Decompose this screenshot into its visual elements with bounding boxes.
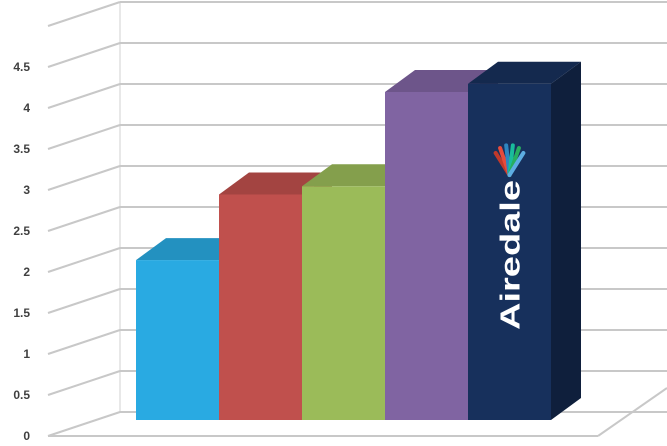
bar-top	[468, 61, 581, 84]
y-tick-label: 0.5	[13, 388, 30, 402]
bar-front	[385, 92, 468, 420]
bar-front	[136, 260, 219, 420]
gridline-diagonal	[47, 370, 121, 396]
gridline-diagonal	[47, 329, 121, 355]
bars	[136, 61, 581, 421]
y-tick-label: 3.5	[13, 142, 30, 156]
gridline-diagonal	[47, 165, 121, 191]
bar-front	[302, 186, 385, 420]
logo-group: Airedale	[493, 143, 526, 330]
y-tick-label: 1	[23, 347, 30, 361]
y-tick-label: 3	[23, 183, 30, 197]
y-tick-label: 2.5	[13, 224, 30, 238]
gridline-diagonal	[47, 124, 121, 150]
airedale-logo: Airedale	[493, 143, 526, 330]
gridline-diagonal	[47, 411, 121, 437]
gridline-diagonal	[47, 288, 121, 314]
bar-front	[219, 194, 302, 420]
gridline-diagonal	[47, 206, 121, 232]
y-tick-label: 4	[23, 101, 30, 115]
floor-edge	[597, 387, 667, 437]
bar-5	[468, 61, 581, 421]
y-tick-label: 2	[23, 265, 30, 279]
bar-front	[468, 83, 551, 421]
y-tick-label: 0	[23, 429, 30, 443]
bar-side	[551, 61, 581, 421]
y-tick-label: 1.5	[13, 306, 30, 320]
logo-fan-stroke	[507, 151, 526, 177]
gridline-diagonal	[47, 83, 121, 109]
y-axis-ticks: 0 0.5 1 1.5 2 2.5 3 3.5 4 4.5	[13, 60, 30, 443]
y-tick-label: 4.5	[13, 60, 30, 74]
gridline-diagonal	[47, 42, 121, 68]
gridline-diagonal	[47, 1, 121, 27]
gridline-diagonal	[47, 247, 121, 273]
logo-text: Airedale	[495, 180, 526, 330]
